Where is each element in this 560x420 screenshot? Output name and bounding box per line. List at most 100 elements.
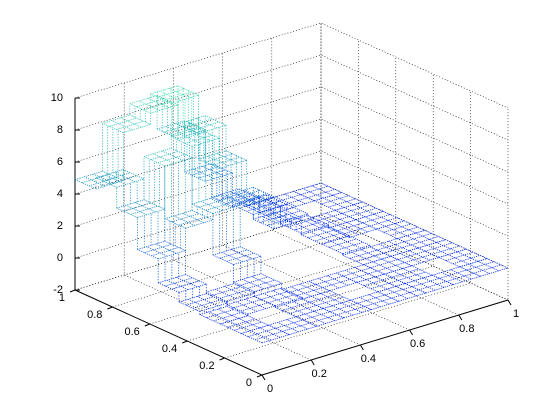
mesh-link bbox=[170, 137, 193, 158]
mesh-cell bbox=[143, 147, 193, 167]
x-axis bbox=[261, 299, 509, 376]
mesh-link bbox=[252, 187, 275, 229]
mesh-link bbox=[225, 150, 248, 205]
grid-line bbox=[222, 53, 410, 331]
mesh-link bbox=[328, 226, 350, 238]
grid-line bbox=[74, 118, 509, 205]
mesh-cell bbox=[323, 299, 372, 319]
mesh-link bbox=[143, 156, 166, 210]
mesh-cell bbox=[281, 280, 330, 300]
y-tick-label: 0.4 bbox=[162, 343, 177, 355]
mesh-link bbox=[157, 250, 186, 283]
grid-line bbox=[74, 98, 263, 376]
z-tick-label: 0 bbox=[57, 252, 63, 264]
mesh-cell bbox=[75, 170, 124, 190]
x-tick bbox=[409, 329, 414, 336]
mesh-cell bbox=[308, 272, 358, 292]
mesh-cell bbox=[268, 316, 317, 335]
mesh-link bbox=[211, 163, 233, 207]
z-tick-label: 8 bbox=[57, 124, 63, 136]
mesh-cell bbox=[102, 114, 151, 134]
y-tick-label: 0 bbox=[246, 377, 252, 389]
y-tick bbox=[219, 357, 225, 361]
mesh-cell bbox=[212, 246, 262, 265]
y-tick bbox=[144, 323, 150, 327]
mesh-cell bbox=[432, 266, 481, 285]
grid-line bbox=[187, 74, 434, 342]
mesh-link bbox=[178, 284, 207, 302]
mesh-link bbox=[226, 304, 249, 316]
z-tick-label: 2 bbox=[57, 220, 63, 232]
y-tick-label: 1 bbox=[59, 292, 65, 304]
x-tick-label: 0 bbox=[267, 383, 273, 395]
mesh-cell bbox=[459, 258, 508, 277]
grid-line bbox=[74, 54, 509, 141]
mesh-link bbox=[129, 103, 151, 125]
x-tick bbox=[507, 299, 512, 306]
z-tick-label: 6 bbox=[57, 156, 63, 168]
x-tick-label: 0.6 bbox=[410, 338, 425, 350]
x-tick-label: 0.2 bbox=[312, 368, 327, 380]
y-tick bbox=[69, 289, 76, 293]
mesh-link bbox=[274, 297, 303, 308]
mesh-link bbox=[232, 196, 261, 207]
mesh-cell bbox=[384, 265, 433, 284]
grid-line bbox=[271, 38, 459, 316]
grid-line bbox=[320, 23, 509, 301]
mesh-cell bbox=[164, 210, 214, 229]
mesh-cell bbox=[293, 182, 342, 202]
mesh-link bbox=[233, 282, 255, 294]
mesh-link bbox=[233, 256, 262, 283]
x-tick bbox=[261, 374, 266, 381]
y-tick-label: 0.8 bbox=[87, 309, 102, 321]
mesh-cell bbox=[220, 315, 269, 334]
y-tick-label: 0.6 bbox=[125, 326, 140, 338]
mesh-link bbox=[137, 209, 166, 250]
mesh-cell bbox=[158, 274, 207, 293]
mesh-cell bbox=[314, 192, 363, 211]
x-tick bbox=[458, 314, 463, 321]
mesh-cell bbox=[335, 201, 384, 221]
mesh-link bbox=[212, 205, 241, 256]
grid-line bbox=[74, 23, 322, 291]
mesh-cell bbox=[418, 239, 467, 258]
z-tick-label: 4 bbox=[57, 188, 63, 200]
mesh-cell bbox=[336, 264, 385, 283]
y-tick bbox=[182, 340, 188, 344]
grid-line bbox=[74, 86, 509, 173]
mesh-link bbox=[205, 292, 228, 304]
grid-line bbox=[224, 91, 471, 359]
mesh-cell bbox=[137, 240, 186, 260]
mesh-cell bbox=[328, 219, 377, 238]
x-tick bbox=[310, 359, 315, 366]
mesh-link bbox=[102, 123, 124, 181]
mesh-cell bbox=[233, 273, 282, 292]
mesh-link bbox=[164, 218, 186, 251]
mesh-cell bbox=[355, 211, 405, 230]
mesh-cell bbox=[376, 220, 425, 239]
mesh-link bbox=[280, 213, 309, 224]
z-tick-label: -2 bbox=[53, 284, 63, 296]
grid-line bbox=[74, 22, 509, 109]
grid-line bbox=[112, 40, 359, 308]
mesh-cell bbox=[321, 235, 371, 254]
z-tick-label: 10 bbox=[51, 92, 63, 104]
mesh-link bbox=[300, 224, 329, 235]
mesh-cell bbox=[356, 273, 406, 293]
y-tick bbox=[256, 374, 263, 378]
x-tick-label: 0.4 bbox=[361, 353, 376, 365]
mesh-cell bbox=[363, 255, 412, 275]
mesh-cell bbox=[369, 238, 419, 257]
mesh-link bbox=[280, 210, 302, 234]
mesh-cell bbox=[377, 283, 427, 302]
x-tick-label: 0.8 bbox=[459, 323, 474, 335]
mesh-link bbox=[95, 169, 124, 189]
mesh-link bbox=[342, 245, 371, 256]
mesh-link bbox=[170, 95, 199, 137]
mesh-cell bbox=[95, 169, 145, 188]
grid-line bbox=[74, 182, 509, 269]
y-tick-label: 0.2 bbox=[199, 360, 214, 372]
mesh-link bbox=[198, 128, 220, 169]
